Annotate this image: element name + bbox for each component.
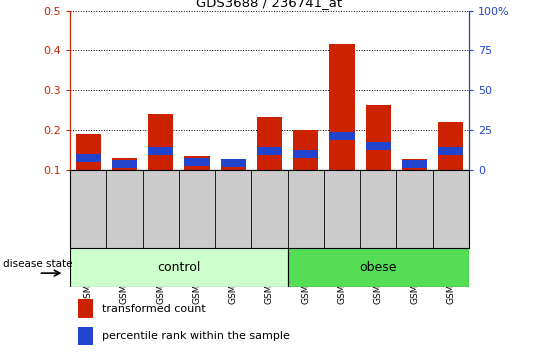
- Bar: [402, 160, 427, 168]
- Bar: [70, 248, 288, 287]
- Bar: [75, 154, 101, 162]
- Bar: [329, 45, 355, 170]
- Bar: [365, 105, 391, 170]
- Text: disease state: disease state: [3, 259, 72, 269]
- Bar: [78, 327, 93, 345]
- Bar: [402, 159, 427, 170]
- Bar: [293, 150, 319, 158]
- Bar: [220, 159, 246, 167]
- Text: control: control: [157, 261, 201, 274]
- Bar: [438, 147, 464, 155]
- Text: percentile rank within the sample: percentile rank within the sample: [102, 331, 290, 341]
- Bar: [329, 132, 355, 140]
- Text: transformed count: transformed count: [102, 303, 206, 314]
- Bar: [220, 162, 246, 170]
- Bar: [365, 142, 391, 150]
- Text: obese: obese: [360, 261, 397, 274]
- Bar: [78, 299, 93, 318]
- Bar: [75, 134, 101, 170]
- Bar: [148, 114, 174, 170]
- Bar: [112, 158, 137, 170]
- Bar: [288, 248, 469, 287]
- Bar: [293, 130, 319, 170]
- Bar: [184, 158, 210, 166]
- Bar: [438, 122, 464, 170]
- Bar: [184, 156, 210, 170]
- Title: GDS3688 / 236741_at: GDS3688 / 236741_at: [196, 0, 343, 10]
- Bar: [112, 160, 137, 168]
- Bar: [257, 117, 282, 170]
- Bar: [257, 147, 282, 155]
- Bar: [148, 147, 174, 155]
